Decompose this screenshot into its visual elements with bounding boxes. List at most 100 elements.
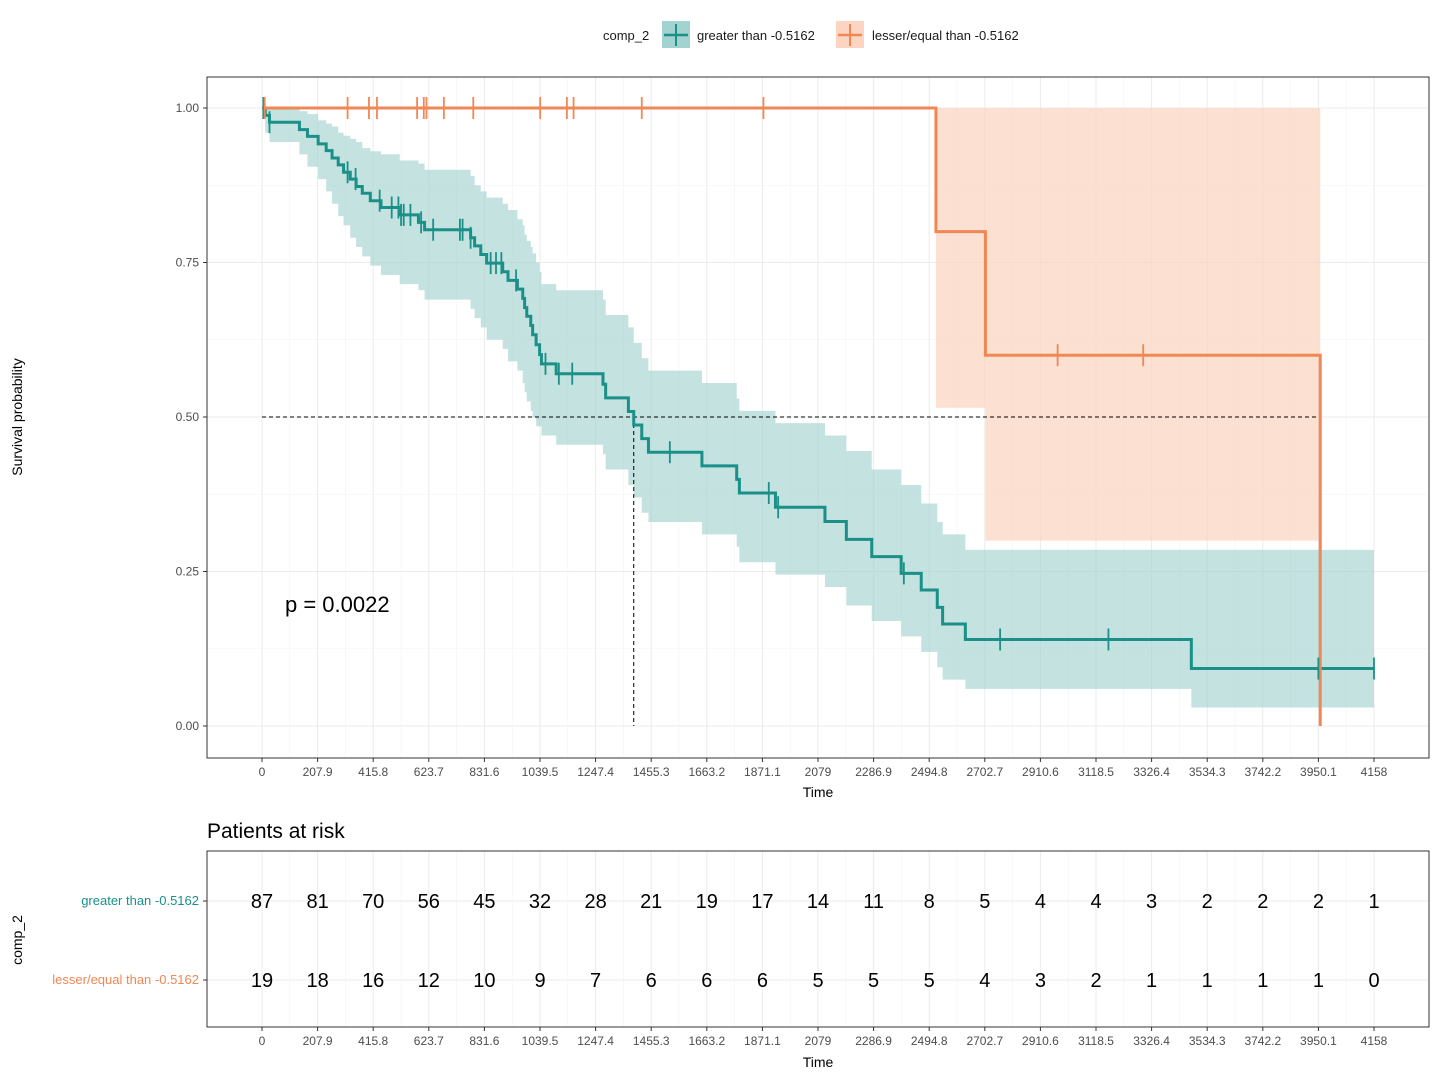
risk-x-axis: 0 207.9 415.8 623.7 831.6 1039.5 1247.4 1455.3 1… [259,1027,1388,1048]
km-x-tick-label: 1455.3 [633,765,670,779]
km-survival-curves [262,106,1374,726]
km-x-tick-label: 1663.2 [688,765,725,779]
km-x-tick-label: 623.7 [414,765,444,779]
km-x-tick-label: 4158 [1361,765,1388,779]
risk-cells: 87 81 70 56 45 32 28 21 19 17 14 11 8 5 4 4 3 2 2 2 119 18 16 1… [251,891,1380,992]
risk-cell: 87 [251,891,273,913]
risk-cell: 81 [306,891,328,913]
km-x-tick-label: 3950.1 [1300,765,1337,779]
p-value-annotation: p = 0.0022 [285,592,390,617]
risk-x-tick-label: 3742.2 [1244,1034,1281,1048]
risk-cell: 21 [640,891,662,913]
risk-y-axis-title: comp_2 [9,915,25,965]
risk-cell: 14 [807,891,829,913]
risk-cell: 5 [979,891,990,913]
km-x-tick-label: 2702.7 [966,765,1003,779]
km-x-tick-label: 1039.5 [522,765,559,779]
risk-table: Patients at risk 87 81 70 56 45 32 28 21 19 17 14 1… [9,820,1430,1070]
risk-cell: 3 [1035,970,1046,992]
risk-x-tick-label: 2702.7 [966,1034,1003,1048]
km-x-tick-label: 2910.6 [1022,765,1059,779]
y-tick-label: 0.00 [176,719,200,733]
legend-label-lesser: lesser/equal than -0.5162 [872,28,1019,43]
risk-cell: 4 [1090,891,1101,913]
risk-cell: 4 [1035,891,1046,913]
risk-table-title: Patients at risk [207,820,345,843]
risk-x-axis-title: Time [803,1054,834,1070]
km-x-tick-label: 2286.9 [855,765,892,779]
risk-x-tick-label: 415.8 [358,1034,388,1048]
km-x-tick-label: 3742.2 [1244,765,1281,779]
km-band-0 [262,108,1374,708]
risk-cell: 1 [1202,970,1213,992]
km-x-tick-label: 2494.8 [911,765,948,779]
risk-cell: 1 [1257,970,1268,992]
risk-x-tick-label: 831.6 [469,1034,499,1048]
km-x-axis: 0 207.9 415.8 623.7 831.6 1039.5 1247.4 1455.3 1… [259,758,1388,779]
risk-x-tick-label: 4158 [1361,1034,1388,1048]
risk-x-tick-label: 1871.1 [744,1034,781,1048]
km-x-tick-label: 415.8 [358,765,388,779]
km-band-1 [262,108,1321,726]
risk-row-labels: greater than -0.5162 lesser/equal than -0… [52,893,207,987]
km-x-tick-label: 1247.4 [577,765,614,779]
risk-x-tick-label: 207.9 [303,1034,333,1048]
risk-x-tick-label: 2286.9 [855,1034,892,1048]
risk-cell: 2 [1313,891,1324,913]
y-tick-label: 1.00 [176,101,200,115]
risk-cell: 32 [529,891,551,913]
risk-cell: 4 [979,970,990,992]
risk-x-tick-label: 2494.8 [911,1034,948,1048]
risk-row-label: lesser/equal than -0.5162 [52,972,199,987]
y-tick-label: 0.50 [176,410,200,424]
risk-cell: 9 [534,970,545,992]
risk-cell: 45 [473,891,495,913]
risk-cell: 6 [757,970,768,992]
risk-cell: 8 [924,891,935,913]
legend: comp_2 greater than -0.5162 lesser/equal… [603,21,1019,48]
legend-label-greater: greater than -0.5162 [697,28,815,43]
km-panel: 0.00 0.25 0.50 0.75 1.00 0 207.9 415.8 623.7 831… [9,76,1430,800]
km-censor-marks [262,97,1375,680]
km-x-axis-title: Time [803,784,834,800]
km-x-tick-label: 831.6 [469,765,499,779]
risk-cell: 3 [1146,891,1157,913]
risk-cell: 28 [584,891,606,913]
risk-cell: 1 [1368,891,1379,913]
km-y-axis: 0.00 0.25 0.50 0.75 1.00 [176,101,207,733]
y-tick-label: 0.75 [176,256,200,270]
km-y-axis-title: Survival probability [9,358,25,476]
risk-cell: 2 [1090,970,1101,992]
risk-cell: 16 [362,970,384,992]
km-x-tick-label: 3534.3 [1189,765,1226,779]
risk-cell: 5 [812,970,823,992]
risk-cell: 0 [1368,970,1379,992]
risk-cell: 7 [590,970,601,992]
risk-x-tick-label: 1663.2 [688,1034,725,1048]
risk-gridlines [207,851,1429,1027]
risk-cell: 17 [751,891,773,913]
risk-cell: 1 [1146,970,1157,992]
risk-x-tick-label: 2079 [805,1034,832,1048]
km-x-tick-label: 3326.4 [1133,765,1170,779]
risk-x-tick-label: 623.7 [414,1034,444,1048]
legend-title: comp_2 [603,28,649,43]
y-tick-label: 0.25 [176,565,200,579]
risk-x-tick-label: 0 [259,1034,266,1048]
risk-cell: 5 [868,970,879,992]
risk-x-tick-label: 2910.6 [1022,1034,1059,1048]
risk-row-label: greater than -0.5162 [81,893,199,908]
risk-cell: 5 [924,970,935,992]
km-x-tick-label: 207.9 [303,765,333,779]
risk-x-tick-label: 1039.5 [522,1034,559,1048]
km-x-tick-label: 3118.5 [1078,765,1114,779]
risk-x-tick-label: 3326.4 [1133,1034,1170,1048]
risk-cell: 10 [473,970,495,992]
risk-cell: 70 [362,891,384,913]
km-curve-1 [262,106,1322,726]
risk-cell: 2 [1202,891,1213,913]
km-x-tick-label: 2079 [805,765,832,779]
km-confidence-bands [262,108,1374,726]
risk-cell: 2 [1257,891,1268,913]
